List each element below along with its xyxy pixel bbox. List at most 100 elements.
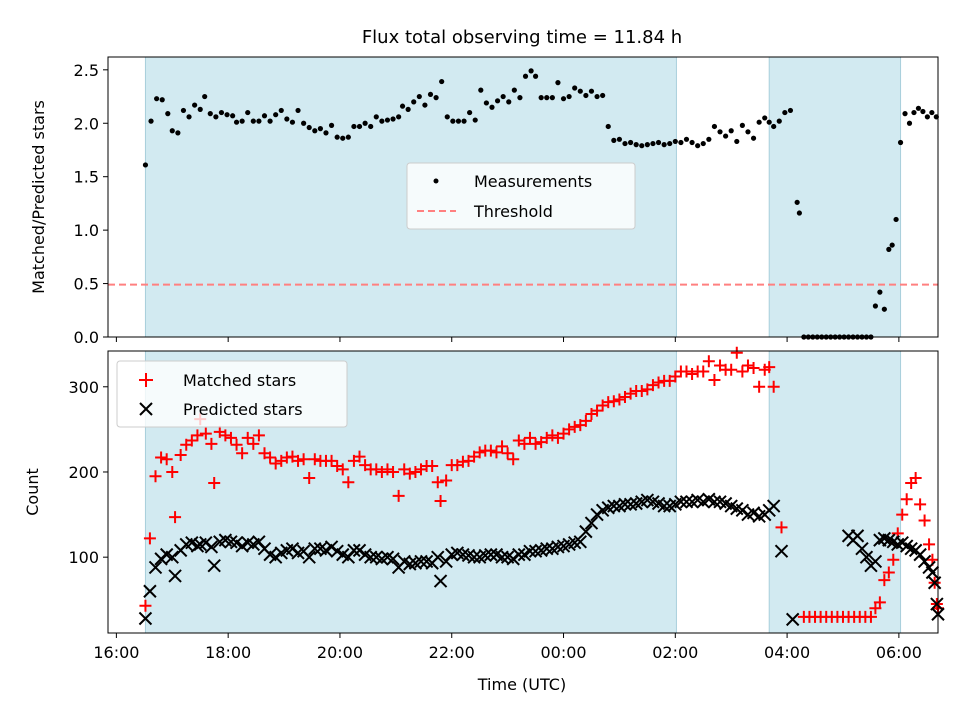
measurement-point xyxy=(616,136,623,142)
measurement-point xyxy=(522,73,529,79)
matched-star-point xyxy=(342,476,355,489)
measurement-point xyxy=(734,138,740,145)
matched-star-point xyxy=(873,596,886,609)
measurement-point xyxy=(644,142,650,148)
measurement-point xyxy=(433,95,439,101)
measurement-point xyxy=(782,109,788,116)
x-tick-label: 06:00 xyxy=(876,643,922,662)
measurement-point xyxy=(877,289,883,295)
predicted-star-point xyxy=(528,544,543,558)
matched-star-point xyxy=(241,431,254,444)
measurement-point xyxy=(583,92,589,99)
measurement-point xyxy=(362,120,368,126)
top-y-axis-label: Matched/Predicted stars xyxy=(29,100,48,294)
measurement-point xyxy=(766,119,772,125)
matched-star-point xyxy=(518,437,531,450)
measurement-point xyxy=(920,108,926,115)
measurement-point xyxy=(594,93,600,100)
matched-star-point xyxy=(381,463,394,476)
matched-star-point xyxy=(185,434,198,447)
measurement-point xyxy=(672,138,678,145)
measurement-point xyxy=(622,140,628,147)
measurement-point xyxy=(239,118,245,124)
predicted-star-point xyxy=(165,550,179,564)
matched-star-point xyxy=(434,494,447,507)
matched-star-point xyxy=(336,463,349,476)
measurement-point xyxy=(517,95,523,101)
measurement-point xyxy=(566,93,572,100)
matched-star-point xyxy=(741,359,754,372)
measurement-point xyxy=(655,139,662,146)
x-tick-label: 02:00 xyxy=(652,643,698,662)
predicted-star-point xyxy=(478,548,492,563)
predicted-star-point xyxy=(363,550,378,564)
predicted-star-point xyxy=(540,541,554,556)
predicted-star-point xyxy=(774,544,789,558)
predicted-star-point xyxy=(523,544,537,558)
measurement-point xyxy=(439,78,445,85)
measurement-point xyxy=(169,128,175,134)
measurement-point xyxy=(678,139,684,146)
matched-star-point xyxy=(613,393,626,406)
matched-star-point xyxy=(523,431,536,444)
measurement-point xyxy=(411,99,417,105)
predicted-star-point xyxy=(882,533,896,547)
top-legend: Measurements Threshold xyxy=(406,162,636,230)
matched-star-point xyxy=(697,365,710,378)
matched-star-point xyxy=(529,437,542,450)
measurement-point xyxy=(555,80,561,86)
measurement-point xyxy=(560,96,567,102)
measurement-point xyxy=(273,112,279,118)
matched-star-point xyxy=(887,553,900,566)
measurement-point xyxy=(224,112,230,118)
measurement-point xyxy=(667,140,673,147)
matched-star-point xyxy=(490,446,503,459)
predicted-star-point xyxy=(927,576,942,590)
predicted-star-point xyxy=(456,547,470,562)
y-tick-label: 2.5 xyxy=(74,61,99,80)
measurement-point xyxy=(180,107,187,114)
measurement-point xyxy=(661,142,667,148)
matched-star-point xyxy=(155,451,168,464)
matched-star-point xyxy=(139,599,152,612)
measurement-point xyxy=(897,139,904,146)
measurement-point xyxy=(494,98,501,104)
measurement-point xyxy=(711,123,718,130)
matched-star-point xyxy=(370,463,383,476)
measurement-point xyxy=(549,95,555,101)
bottom-x-ticks: 16:00 18:00 20:00 22:00 00:00 02:00 04:00 06:00 xyxy=(93,633,922,662)
predicted-star-point xyxy=(386,552,400,566)
measurement-point xyxy=(881,306,887,312)
predicted-star-point xyxy=(495,550,509,564)
measurement-point xyxy=(175,130,181,136)
measurement-point xyxy=(577,88,583,94)
matched-star-point xyxy=(473,446,486,459)
matched-star-point xyxy=(236,447,249,460)
measurement-point xyxy=(261,113,268,119)
measurement-point xyxy=(289,119,296,125)
matched-star-point xyxy=(507,453,520,466)
matched-star-point xyxy=(896,508,909,521)
predicted-star-point xyxy=(623,497,638,512)
predicted-star-point xyxy=(207,558,221,573)
top-panel: 0.0 0.5 1.0 1.5 2.0 2.5 Matched/Predicted sta… xyxy=(29,56,939,347)
predicted-star-point xyxy=(859,550,874,564)
predicted-star-point xyxy=(868,554,883,569)
matched-star-point xyxy=(708,373,721,386)
matched-star-point xyxy=(730,346,743,359)
predicted-star-point xyxy=(579,524,593,539)
matched-star-point xyxy=(353,450,366,463)
measurement-point xyxy=(340,135,346,141)
predicted-star-point xyxy=(414,554,428,569)
matched-star-point xyxy=(763,361,776,374)
shaded-interval-1 xyxy=(769,57,901,337)
measurement-point xyxy=(723,133,729,139)
measurement-point xyxy=(500,93,506,100)
matched-star-point xyxy=(914,498,927,511)
measurement-point xyxy=(706,136,712,142)
matched-star-point xyxy=(563,423,576,436)
matched-star-point xyxy=(680,365,693,378)
predicted-star-point xyxy=(347,543,361,558)
measurement-point xyxy=(750,135,757,141)
